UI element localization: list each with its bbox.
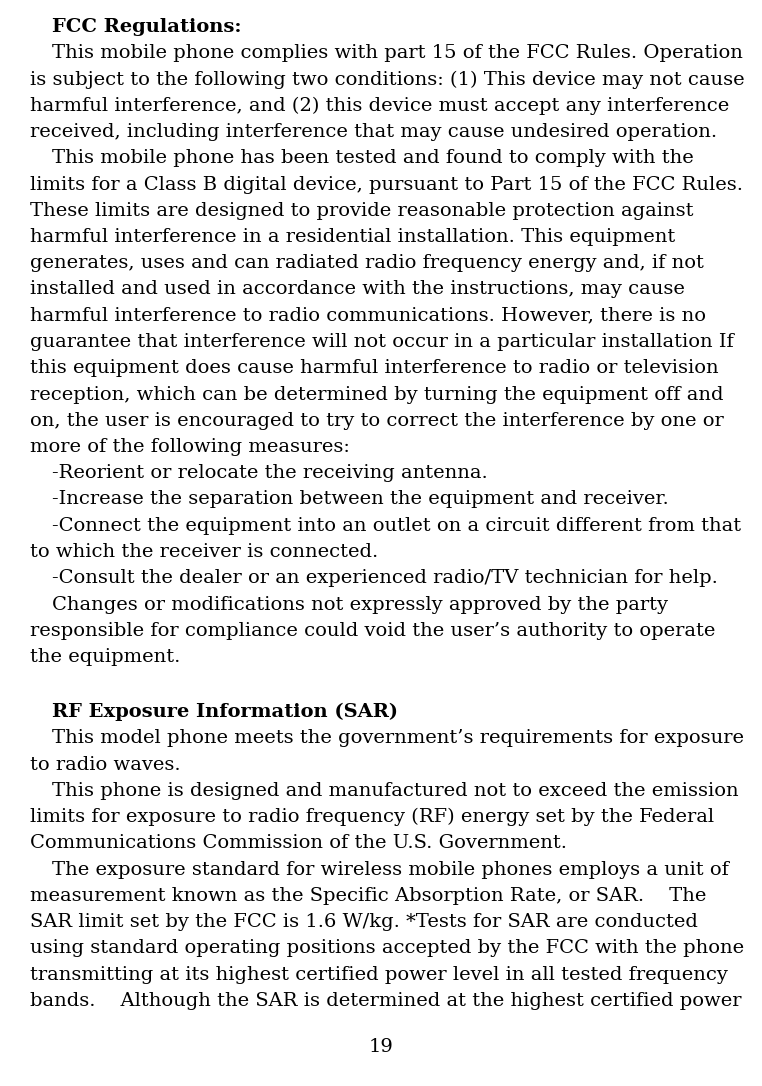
Text: FCC Regulations:: FCC Regulations:	[52, 18, 242, 36]
Text: 19: 19	[369, 1038, 393, 1056]
Text: to radio waves.: to radio waves.	[30, 756, 181, 773]
Text: These limits are designed to provide reasonable protection against: These limits are designed to provide rea…	[30, 202, 693, 219]
Text: This mobile phone has been tested and found to comply with the: This mobile phone has been tested and fo…	[52, 149, 693, 167]
Text: this equipment does cause harmful interference to radio or television: this equipment does cause harmful interf…	[30, 359, 719, 377]
Text: This phone is designed and manufactured not to exceed the emission: This phone is designed and manufactured …	[52, 782, 738, 800]
Text: bands.    Although the SAR is determined at the highest certified power: bands. Although the SAR is determined at…	[30, 992, 741, 1010]
Text: Changes or modifications not expressly approved by the party: Changes or modifications not expressly a…	[52, 595, 668, 614]
Text: This mobile phone complies with part 15 of the FCC Rules. Operation: This mobile phone complies with part 15 …	[52, 45, 743, 62]
Text: limits for a Class B digital device, pursuant to Part 15 of the FCC Rules.: limits for a Class B digital device, pur…	[30, 176, 743, 193]
Text: limits for exposure to radio frequency (RF) energy set by the Federal: limits for exposure to radio frequency (…	[30, 808, 714, 826]
Text: -Consult the dealer or an experienced radio/TV technician for help.: -Consult the dealer or an experienced ra…	[52, 569, 718, 588]
Text: more of the following measures:: more of the following measures:	[30, 438, 350, 456]
Text: RF Exposure Information (SAR): RF Exposure Information (SAR)	[52, 703, 398, 721]
Text: received, including interference that may cause undesired operation.: received, including interference that ma…	[30, 123, 717, 141]
Text: SAR limit set by the FCC is 1.6 W/kg. *Tests for SAR are conducted: SAR limit set by the FCC is 1.6 W/kg. *T…	[30, 913, 698, 931]
Text: on, the user is encouraged to try to correct the interference by one or: on, the user is encouraged to try to cor…	[30, 412, 724, 430]
Text: transmitting at its highest certified power level in all tested frequency: transmitting at its highest certified po…	[30, 965, 728, 984]
Text: installed and used in accordance with the instructions, may cause: installed and used in accordance with th…	[30, 280, 685, 299]
Text: guarantee that interference will not occur in a particular installation If: guarantee that interference will not occ…	[30, 333, 734, 351]
Text: The exposure standard for wireless mobile phones employs a unit of: The exposure standard for wireless mobil…	[52, 860, 729, 879]
Text: Communications Commission of the U.S. Government.: Communications Commission of the U.S. Go…	[30, 834, 567, 853]
Text: to which the receiver is connected.: to which the receiver is connected.	[30, 543, 378, 561]
Text: -Increase the separation between the equipment and receiver.: -Increase the separation between the equ…	[52, 491, 669, 508]
Text: harmful interference in a residential installation. This equipment: harmful interference in a residential in…	[30, 228, 675, 247]
Text: -Reorient or relocate the receiving antenna.: -Reorient or relocate the receiving ante…	[52, 464, 488, 482]
Text: -Connect the equipment into an outlet on a circuit different from that: -Connect the equipment into an outlet on…	[52, 517, 741, 534]
Text: generates, uses and can radiated radio frequency energy and, if not: generates, uses and can radiated radio f…	[30, 254, 704, 273]
Text: is subject to the following two conditions: (1) This device may not cause: is subject to the following two conditio…	[30, 71, 744, 89]
Text: reception, which can be determined by turning the equipment off and: reception, which can be determined by tu…	[30, 386, 723, 404]
Text: using standard operating positions accepted by the FCC with the phone: using standard operating positions accep…	[30, 939, 744, 958]
Text: responsible for compliance could void the user’s authority to operate: responsible for compliance could void th…	[30, 622, 716, 640]
Text: measurement known as the Specific Absorption Rate, or SAR.    The: measurement known as the Specific Absorp…	[30, 887, 706, 905]
Text: the equipment.: the equipment.	[30, 648, 181, 666]
Text: This model phone meets the government’s requirements for exposure: This model phone meets the government’s …	[52, 730, 744, 747]
Text: harmful interference, and (2) this device must accept any interference: harmful interference, and (2) this devic…	[30, 97, 729, 115]
Text: harmful interference to radio communications. However, there is no: harmful interference to radio communicat…	[30, 306, 706, 325]
